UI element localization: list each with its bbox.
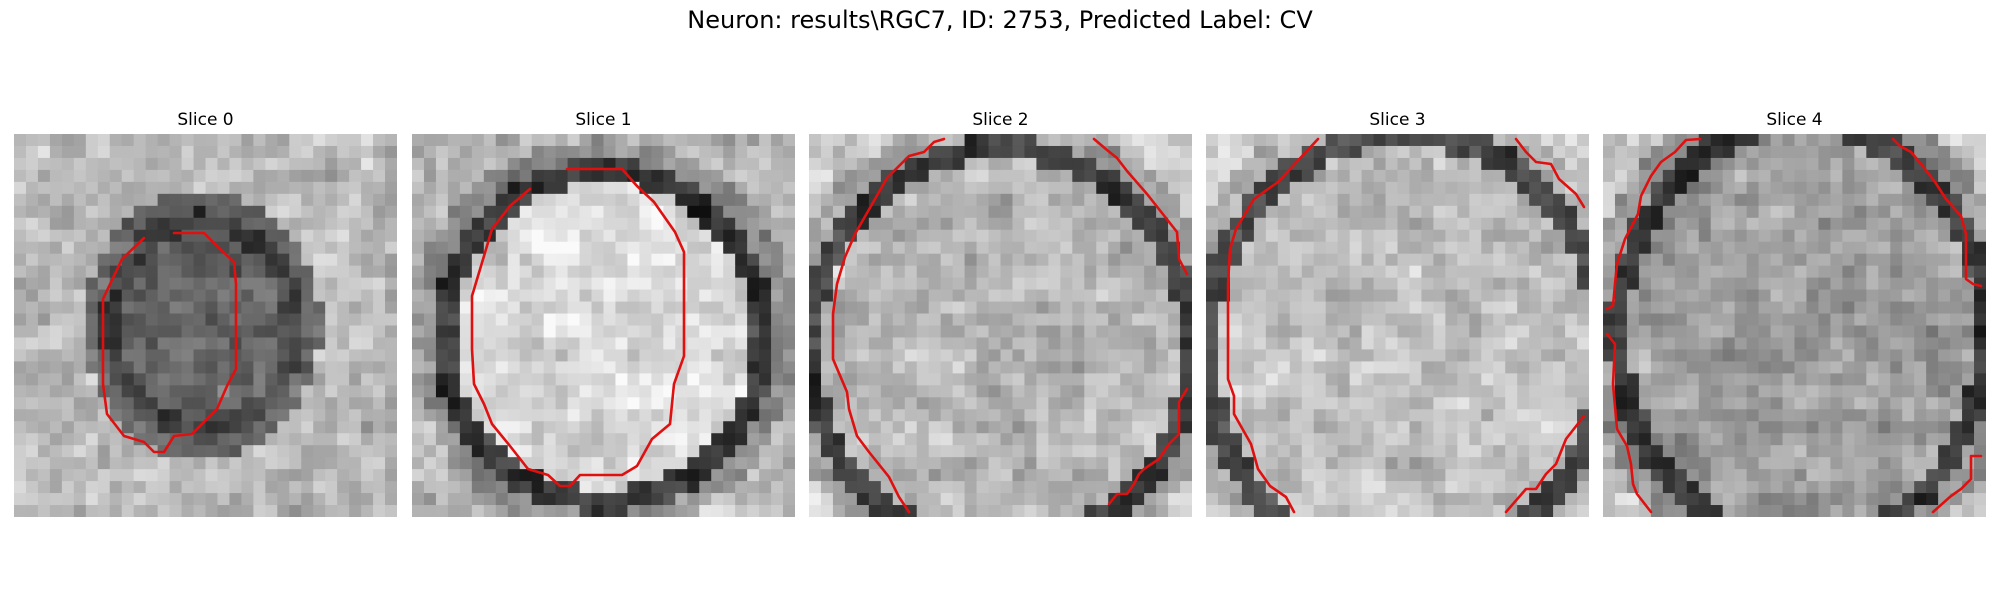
figure-title: Neuron: results\RGC7, ID: 2753, Predicte… (687, 6, 1313, 34)
slice-1-title: Slice 1 (575, 110, 632, 130)
slice-3-title: Slice 3 (1369, 110, 1426, 130)
slice-4-title: Slice 4 (1766, 110, 1823, 130)
slice-0-image (14, 134, 397, 517)
slice-0-contour-0 (101, 231, 238, 454)
slice-4-contour-3 (1931, 454, 1983, 514)
slice-3-contour-1 (1514, 137, 1586, 209)
slice-1-contour-0 (470, 167, 686, 488)
slice-2-contour-0 (831, 137, 946, 514)
slice-2-contour-2 (1107, 387, 1189, 506)
slice-2-title: Slice 2 (972, 110, 1029, 130)
slice-3-image (1206, 134, 1589, 517)
slice-1-image (412, 134, 795, 517)
slice-4-contour-1 (1891, 137, 1983, 288)
slice-4-contour-0 (1605, 137, 1702, 311)
slice-2-image (809, 134, 1192, 517)
slice-0-title: Slice 0 (177, 110, 234, 130)
slice-4-pixels (1603, 134, 1986, 517)
slice-4-contour-2 (1605, 332, 1653, 514)
slice-0-pixels (14, 134, 397, 517)
slice-3-contour-0 (1226, 137, 1320, 514)
slice-4-image (1603, 134, 1986, 517)
slice-2-contour-1 (1092, 137, 1189, 276)
slice-3-pixels (1206, 134, 1589, 517)
slice-2-pixels (809, 134, 1192, 517)
slice-3-contour-2 (1504, 414, 1586, 514)
slice-1-pixels (412, 134, 795, 517)
